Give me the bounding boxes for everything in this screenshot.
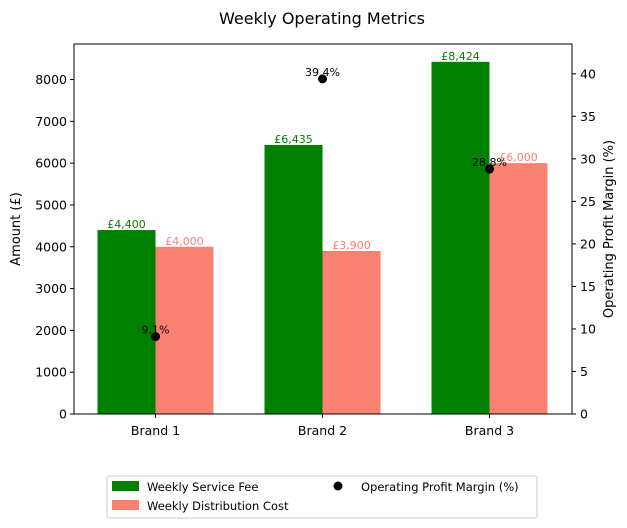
y2-tick-label: 0 (580, 407, 588, 422)
y-tick-label: 1000 (35, 365, 67, 380)
y-tick-label: 0 (59, 407, 67, 422)
legend-label-profit-margin: Operating Profit Margin (%) (361, 480, 519, 494)
y2-tick-label: 5 (580, 364, 588, 379)
y2-tick-label: 15 (580, 279, 596, 294)
x-tick-label: Brand 1 (131, 423, 180, 438)
data-label-profit-margin: 28.8% (472, 156, 507, 169)
plot-area: £4,400 £4,000 £6,435 £3,900 £8,424 £6,000 9.1%… (35, 43, 596, 438)
y-tick-label: 8000 (35, 72, 67, 87)
point-profit-margin (318, 74, 327, 84)
y2-tick-label: 20 (580, 236, 596, 251)
y-tick-label: 4000 (35, 239, 67, 254)
y2-tick-label: 30 (580, 151, 596, 166)
point-profit-margin (485, 164, 494, 174)
legend: Weekly Service Fee Weekly Distribution C… (106, 475, 538, 519)
data-label-service-fee: £4,400 (107, 218, 146, 231)
legend-frame (106, 475, 538, 519)
bar-service-fee (431, 61, 490, 414)
x-tick-label: Brand 3 (465, 423, 514, 438)
x-tick-label: Brand 2 (298, 423, 347, 438)
y-tick-label: 5000 (35, 197, 67, 212)
legend-swatch-service-fee (112, 481, 139, 491)
y-tick-label: 7000 (35, 114, 67, 129)
data-label-profit-margin: 9.1% (142, 324, 170, 337)
y2-tick-label: 25 (580, 194, 596, 209)
data-label-service-fee: £8,424 (441, 50, 480, 63)
bar-distribution-cost (489, 163, 548, 414)
data-label-distribution-cost: £4,000 (165, 235, 204, 248)
data-label-distribution-cost: £3,900 (332, 239, 371, 252)
data-label-distribution-cost: £6,000 (499, 151, 538, 164)
y-axis-label: Amount (£) (9, 192, 24, 266)
data-label-profit-margin: 39.4% (305, 66, 340, 79)
y2-tick-label: 35 (580, 109, 596, 124)
legend-label-service-fee: Weekly Service Fee (147, 480, 258, 494)
legend-marker-profit-margin (333, 481, 343, 491)
y-tick-label: 2000 (35, 323, 67, 338)
y2-axis-label: Operating Profit Margin (%) (602, 140, 617, 318)
y2-tick-label: 40 (580, 66, 596, 81)
bar-service-fee (97, 230, 156, 414)
legend-label-distribution-cost: Weekly Distribution Cost (147, 499, 289, 513)
chart-title: Weekly Operating Metrics (219, 9, 425, 28)
bar-distribution-cost (322, 250, 381, 414)
y2-tick-label: 10 (580, 321, 596, 336)
bar-distribution-cost (155, 246, 214, 414)
point-profit-margin (151, 332, 160, 342)
data-label-service-fee: £6,435 (274, 133, 313, 146)
bar-service-fee (264, 144, 323, 414)
y-tick-label: 3000 (35, 281, 67, 296)
legend-swatch-distribution-cost (112, 500, 139, 510)
y-tick-label: 6000 (35, 156, 67, 171)
